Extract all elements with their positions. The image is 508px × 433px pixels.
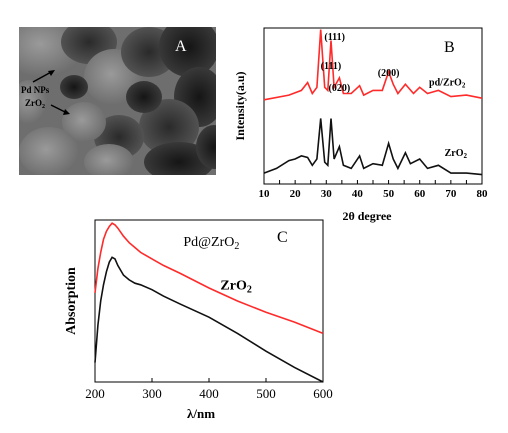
panel-label-a: A bbox=[175, 38, 187, 55]
series-line-1 bbox=[94, 256, 324, 383]
x-tick-label: 10 bbox=[259, 188, 271, 200]
series-line-0 bbox=[94, 222, 324, 335]
peak-label: (200) bbox=[378, 68, 400, 79]
xrd-chart: 10 20 30 40 50 60 70 80 (111) (111) (020) (200) In… bbox=[233, 27, 489, 223]
annotation-pd-nps: Pd NPs bbox=[21, 85, 50, 95]
series-label-pd-zro2: pd/ZrO2 bbox=[429, 78, 466, 90]
annotation-zro2: ZrO2 bbox=[25, 98, 45, 110]
x-axis-label: 2θ degree bbox=[342, 209, 392, 223]
x-axis-label: λ/nm bbox=[187, 406, 215, 421]
y-axis-label: Intensity(a.u) bbox=[233, 71, 247, 140]
x-tick-label: 40 bbox=[352, 188, 364, 200]
series-label-zro2: ZrO2 bbox=[220, 279, 251, 296]
x-tick-label: 200 bbox=[85, 386, 105, 401]
x-tick-label: 300 bbox=[142, 386, 162, 401]
x-tick-label: 400 bbox=[199, 386, 219, 401]
x-tick-label: 80 bbox=[477, 188, 489, 200]
x-tick-label: 70 bbox=[445, 188, 457, 200]
x-tick-label: 20 bbox=[290, 188, 302, 200]
series-line-1 bbox=[263, 118, 483, 176]
tem-micrograph: Pd NPs ZrO2 A bbox=[19, 27, 216, 175]
panel-label-b: B bbox=[444, 39, 455, 56]
y-axis-label: Absorption bbox=[64, 267, 79, 335]
peak-label: (020) bbox=[329, 83, 351, 94]
series-label-zro2: ZrO2 bbox=[445, 148, 468, 160]
peak-label: (111) bbox=[324, 32, 345, 43]
x-tick-label: 500 bbox=[256, 386, 276, 401]
panel-label-c: C bbox=[277, 229, 288, 246]
series-line-0 bbox=[263, 29, 483, 101]
tem-image-panel: Pd NPs ZrO2 A bbox=[19, 27, 216, 175]
x-tick-label: 30 bbox=[321, 188, 333, 200]
absorption-chart: 200 300 400 500 600 Absorption λ/nm Pd@ZrO2 … bbox=[64, 219, 333, 421]
x-tick-label: 60 bbox=[414, 188, 426, 200]
peak-label: (111) bbox=[321, 61, 342, 72]
x-tick-label: 50 bbox=[383, 188, 395, 200]
series-label-pd-zro2: Pd@ZrO2 bbox=[183, 235, 239, 252]
x-tick-label: 600 bbox=[313, 386, 333, 401]
